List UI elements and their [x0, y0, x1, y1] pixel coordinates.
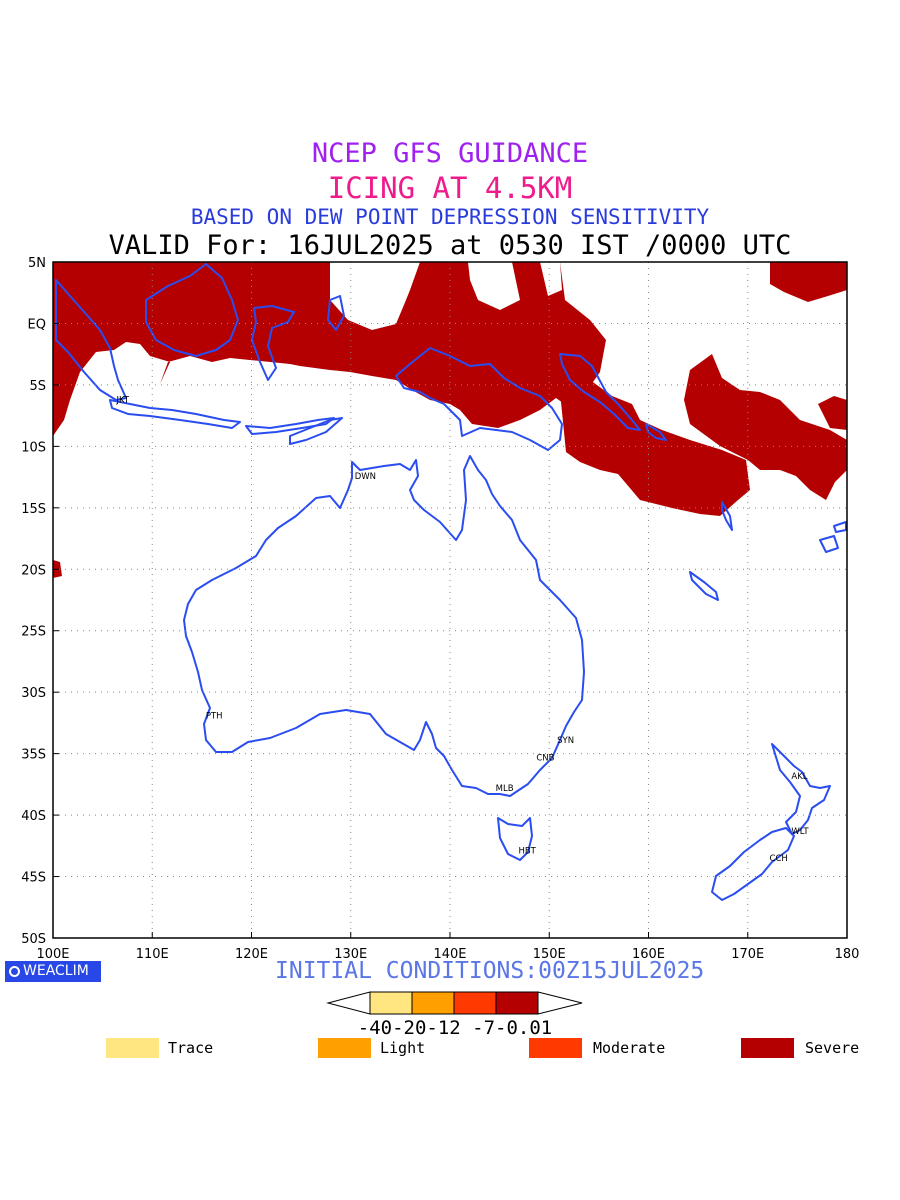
- icing-gap-1: [330, 262, 420, 330]
- lon-ticks: 100E 110E 120E 130E 140E 150E 160E 170E 180: [36, 932, 859, 962]
- brand-circle-icon: [9, 966, 20, 977]
- icing-area-ne-small: [818, 396, 847, 430]
- lon-tick-label: 180: [835, 947, 860, 962]
- colorbar-right-arrow: [537, 991, 583, 1015]
- colorbar: -40-20-12 -7-0.01: [326, 991, 583, 1039]
- title-line-2: ICING AT 4.5KM: [327, 171, 573, 205]
- coastline-nz-north: [771, 743, 831, 835]
- lat-tick-label: 5S: [29, 379, 46, 394]
- coastline-australia: [183, 455, 585, 797]
- lat-tick-label: 45S: [21, 871, 46, 886]
- city-label-cch: CCH: [770, 854, 788, 864]
- title-line-3: BASED ON DEW POINT DEPRESSION SENSITIVIT…: [190, 205, 710, 229]
- coastline-tasmania: [497, 817, 533, 861]
- legend-label-severe: Severe: [805, 1039, 860, 1057]
- lon-tick-label: 140E: [433, 947, 466, 962]
- lat-tick-label: EQ: [28, 317, 46, 332]
- lon-tick-label: 110E: [136, 947, 169, 962]
- coastline-new-guinea: [395, 347, 563, 451]
- coastline-fiji-2: [833, 521, 847, 533]
- colorbar-left-arrow: [326, 991, 371, 1015]
- legend-swatch-trace: [106, 1038, 159, 1058]
- colorbar-swatch-trace: [369, 991, 413, 1015]
- lon-tick-label: 100E: [36, 947, 69, 962]
- city-label-akl: AKL: [791, 772, 807, 782]
- city-label-jkt: JKT: [115, 396, 129, 406]
- coastline-vanuatu: [721, 501, 733, 531]
- city-label-wlt: WLT: [791, 827, 809, 837]
- lat-tick-label: 25S: [21, 625, 46, 640]
- city-label-mlb: MLB: [496, 784, 514, 794]
- brand-logo: WEACLIM: [5, 961, 101, 982]
- lat-tick-label: 20S: [21, 563, 46, 578]
- city-label-syn: SYN: [557, 736, 574, 746]
- coastline-sumatra: [55, 279, 127, 401]
- lon-tick-label: 150E: [533, 947, 566, 962]
- colorbar-swatch-severe: [495, 991, 539, 1015]
- icing-area-north-band: [53, 262, 606, 436]
- legend-label-light: Light: [380, 1039, 426, 1057]
- lat-tick-label: 50S: [21, 932, 46, 947]
- legend-label-moderate: Moderate: [593, 1039, 666, 1057]
- title-line-1: NCEP GFS GUIDANCE: [311, 138, 589, 169]
- colorbar-swatch-light: [411, 991, 455, 1015]
- brand-label: WEACLIM: [23, 963, 89, 979]
- coastline-new-caledonia: [689, 571, 719, 601]
- coastline-nz-south: [711, 827, 795, 901]
- lon-tick-label: 170E: [731, 947, 764, 962]
- lat-tick-label: 5N: [28, 256, 46, 271]
- legend-swatch-moderate: [529, 1038, 582, 1058]
- coastline-fiji: [819, 535, 839, 553]
- icing-gap-2: [468, 262, 520, 310]
- lat-tick-label: 15S: [21, 502, 46, 517]
- icing-gaps: [330, 262, 562, 330]
- icing-areas: [53, 262, 847, 578]
- legend-swatch-severe: [741, 1038, 794, 1058]
- icing-area-northeast: [770, 262, 847, 302]
- lon-tick-label: 120E: [235, 947, 268, 962]
- icing-area-east: [684, 354, 847, 500]
- coastline-solomons: [645, 423, 667, 441]
- grid-lines: [53, 262, 847, 938]
- lat-tick-label: 40S: [21, 809, 46, 824]
- lon-tick-label: 130E: [334, 947, 367, 962]
- city-label-cnb: CNB: [536, 753, 554, 763]
- colorbar-swatch-moderate: [453, 991, 497, 1015]
- initial-conditions: INITIAL CONDITIONS:00Z15JUL2025: [275, 958, 705, 984]
- coastline-java: [109, 399, 241, 429]
- legend-swatch-light: [318, 1038, 371, 1058]
- legend-label-trace: Trace: [168, 1039, 214, 1057]
- city-label-pth: PTH: [206, 712, 223, 722]
- icing-area-pacific: [560, 380, 750, 516]
- coastlines: [55, 263, 847, 901]
- coastline-timor: [289, 417, 343, 445]
- coastline-sulawesi: [251, 305, 295, 381]
- colorbar-tick-labels: -40-20-12 -7-0.01: [358, 1017, 552, 1039]
- coastline-bismarck: [559, 353, 641, 431]
- coastline-borneo: [145, 263, 239, 357]
- coastline-moluccas: [327, 295, 345, 331]
- lon-tick-label: 160E: [632, 947, 665, 962]
- city-label-hbt: HBT: [518, 847, 536, 857]
- valid-time-line: VALID For: 16JUL2025 at 0530 IST /0000 U…: [108, 230, 792, 261]
- lat-ticks: 5N EQ 5S 10S 15S 20S 25S 30S 35S 40S 45S 50S: [21, 256, 59, 947]
- lat-tick-label: 10S: [21, 440, 46, 455]
- icing-gap-3: [540, 262, 562, 296]
- city-label-dwn: DWN: [355, 472, 376, 482]
- lat-tick-label: 30S: [21, 686, 46, 701]
- lat-tick-label: 35S: [21, 748, 46, 763]
